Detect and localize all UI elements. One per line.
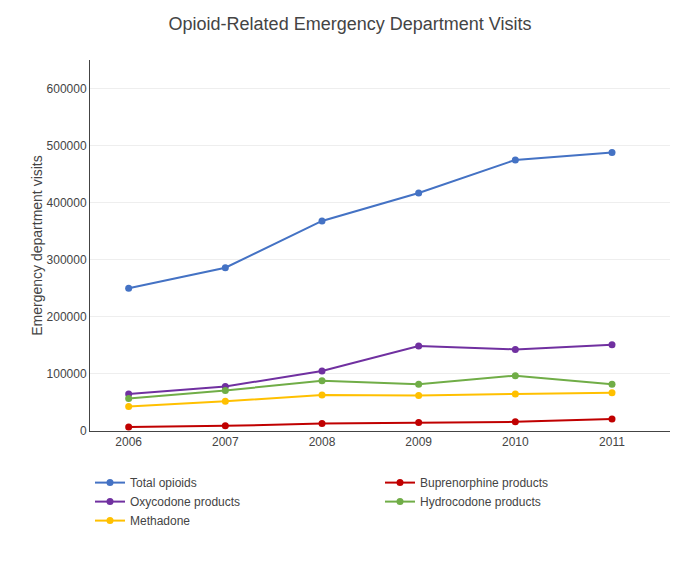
svg-text:500000: 500000	[47, 139, 87, 153]
svg-text:100000: 100000	[47, 367, 87, 381]
svg-text:Hydrocodone products: Hydrocodone products	[420, 495, 541, 509]
svg-text:2009: 2009	[405, 435, 432, 449]
svg-text:400000: 400000	[47, 196, 87, 210]
svg-text:Opioid-Related Emergency Depar: Opioid-Related Emergency Department Visi…	[169, 14, 532, 34]
svg-text:2011: 2011	[599, 435, 625, 449]
svg-text:Emergency department visits: Emergency department visits	[29, 155, 45, 336]
svg-text:Total opioids: Total opioids	[130, 476, 197, 490]
svg-text:600000: 600000	[47, 82, 87, 96]
svg-text:Methadone: Methadone	[130, 514, 190, 528]
svg-text:0: 0	[80, 424, 87, 438]
svg-text:300000: 300000	[47, 253, 87, 267]
svg-text:2010: 2010	[502, 435, 529, 449]
svg-text:2008: 2008	[309, 435, 336, 449]
svg-text:2006: 2006	[115, 435, 142, 449]
svg-text:2007: 2007	[212, 435, 239, 449]
svg-text:Oxycodone products: Oxycodone products	[130, 495, 240, 509]
svg-text:Buprenorphine products: Buprenorphine products	[420, 476, 548, 490]
svg-text:200000: 200000	[47, 310, 87, 324]
